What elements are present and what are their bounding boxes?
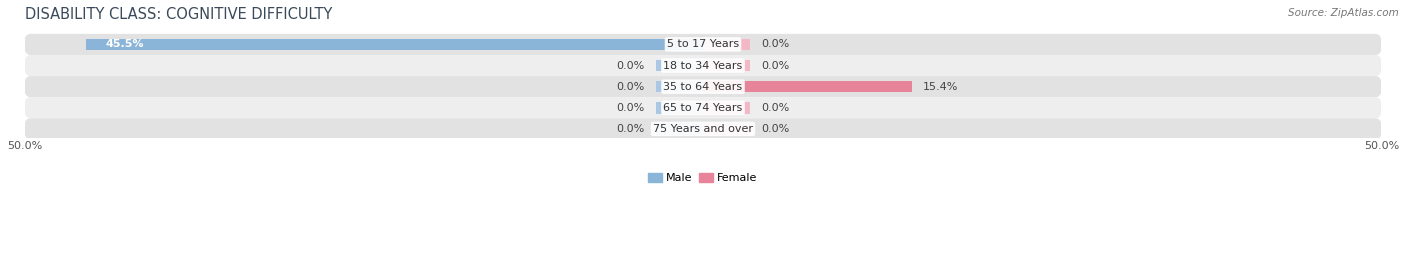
FancyBboxPatch shape bbox=[24, 97, 1382, 118]
Text: 75 Years and over: 75 Years and over bbox=[652, 124, 754, 134]
Text: 0.0%: 0.0% bbox=[616, 124, 645, 134]
Text: 18 to 34 Years: 18 to 34 Years bbox=[664, 61, 742, 70]
Bar bbox=[655, 81, 703, 93]
Text: 5 to 17 Years: 5 to 17 Years bbox=[666, 40, 740, 49]
Bar bbox=[655, 102, 703, 114]
Text: 45.5%: 45.5% bbox=[105, 40, 145, 49]
Bar bbox=[703, 123, 751, 135]
FancyBboxPatch shape bbox=[24, 55, 1382, 76]
Legend: Male, Female: Male, Female bbox=[644, 168, 762, 188]
Bar bbox=[703, 81, 912, 93]
Text: 0.0%: 0.0% bbox=[761, 124, 790, 134]
Text: DISABILITY CLASS: COGNITIVE DIFFICULTY: DISABILITY CLASS: COGNITIVE DIFFICULTY bbox=[24, 7, 332, 22]
Text: 35 to 64 Years: 35 to 64 Years bbox=[664, 82, 742, 92]
Bar bbox=[703, 102, 751, 114]
Text: 0.0%: 0.0% bbox=[616, 61, 645, 70]
Text: 0.0%: 0.0% bbox=[616, 82, 645, 92]
Bar bbox=[703, 60, 751, 71]
Bar bbox=[655, 123, 703, 135]
Text: 15.4%: 15.4% bbox=[922, 82, 957, 92]
Bar bbox=[703, 39, 751, 50]
Text: 0.0%: 0.0% bbox=[761, 40, 790, 49]
FancyBboxPatch shape bbox=[24, 76, 1382, 97]
Text: Source: ZipAtlas.com: Source: ZipAtlas.com bbox=[1288, 8, 1399, 18]
FancyBboxPatch shape bbox=[24, 118, 1382, 139]
FancyBboxPatch shape bbox=[24, 34, 1382, 55]
Text: 0.0%: 0.0% bbox=[616, 103, 645, 113]
Text: 65 to 74 Years: 65 to 74 Years bbox=[664, 103, 742, 113]
Bar bbox=[655, 60, 703, 71]
Bar bbox=[86, 39, 703, 50]
Text: 0.0%: 0.0% bbox=[761, 61, 790, 70]
Text: 0.0%: 0.0% bbox=[761, 103, 790, 113]
